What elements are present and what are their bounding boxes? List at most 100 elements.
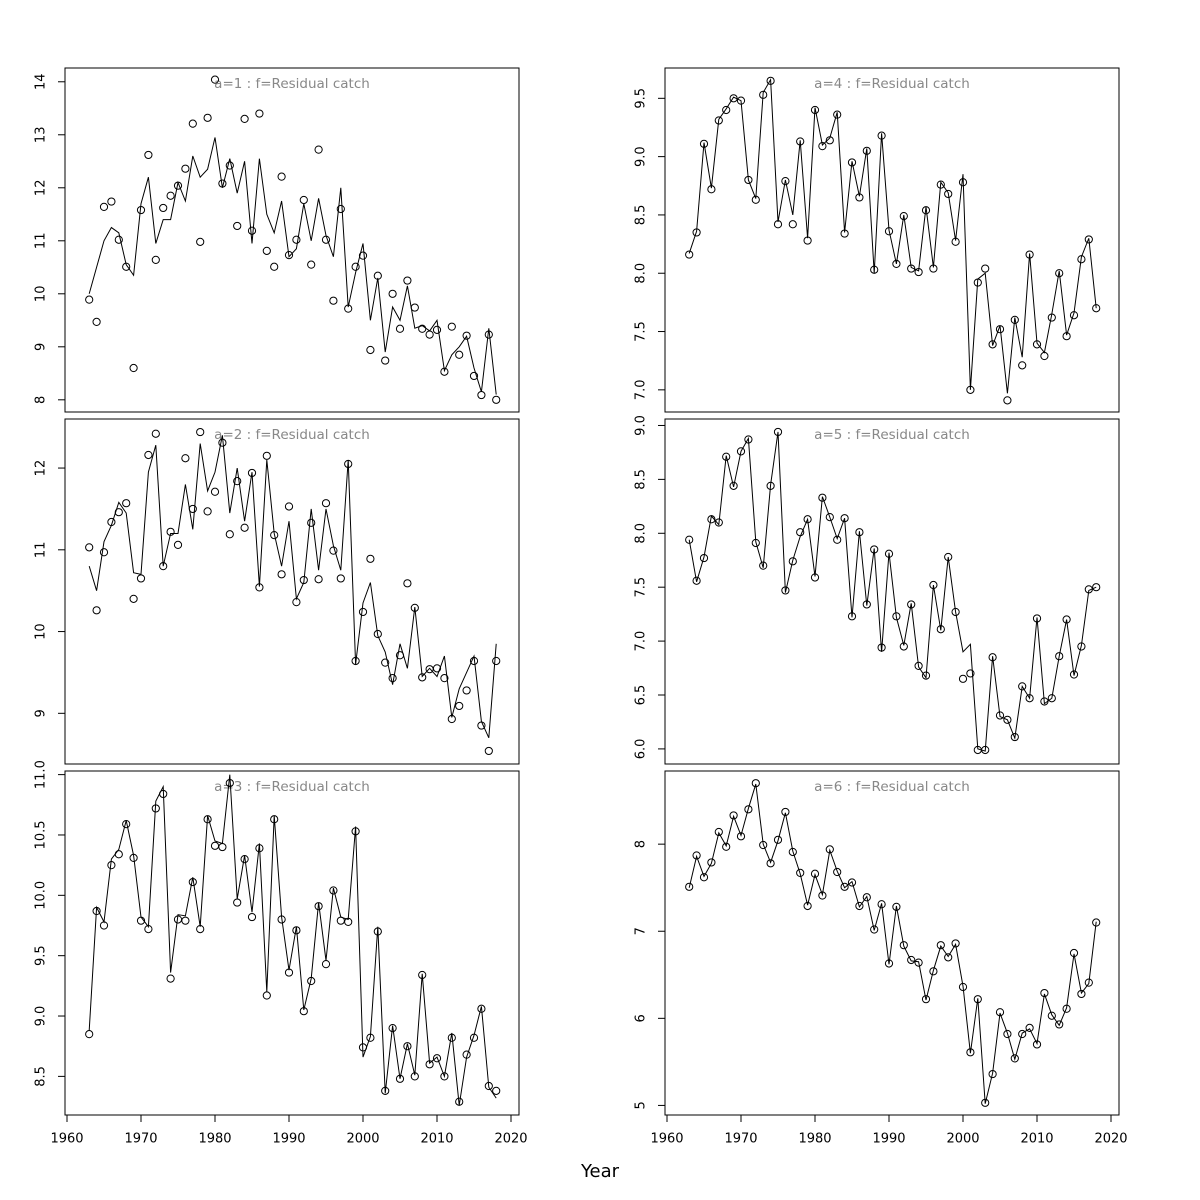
observed-point (114, 850, 123, 859)
y-tick-label: 10.0 (34, 881, 49, 910)
observed-point (914, 958, 923, 967)
observed-point (907, 955, 916, 965)
observed-point (262, 451, 271, 460)
observed-point (995, 711, 1005, 720)
observed-point (255, 109, 264, 118)
observed-point (159, 203, 168, 213)
y-tick-label: 9.5 (34, 945, 49, 966)
y-tick-label: 8 (634, 840, 649, 848)
observed-point (929, 967, 938, 976)
observed-point (99, 548, 109, 557)
plot-frame (664, 67, 1120, 413)
y-tick-label: 8.5 (634, 205, 649, 226)
observed-point (225, 161, 234, 170)
observed-point (788, 557, 797, 566)
observed-point (781, 177, 790, 186)
x-tick-label: 1970 (724, 1132, 757, 1147)
observed-point (329, 296, 338, 305)
y-tick-label: 8.0 (634, 263, 649, 284)
observed-point (85, 295, 94, 304)
observed-point (358, 607, 368, 617)
observed-point (299, 195, 308, 205)
plot-frame (64, 418, 520, 765)
observed-point (218, 842, 227, 852)
observed-point (469, 371, 479, 381)
observed-point (773, 835, 783, 844)
observed-point (188, 119, 197, 128)
observed-point (462, 331, 471, 340)
panel-title: a=2 : f=Residual catch (214, 427, 370, 443)
observed-point (381, 356, 390, 365)
observed-point (388, 674, 397, 683)
observed-point (685, 250, 694, 259)
observed-point (1010, 315, 1019, 324)
observed-point (1047, 1011, 1056, 1020)
observed-point (1040, 351, 1049, 361)
observed-point (432, 664, 442, 673)
observed-point (107, 197, 116, 206)
y-tick-label: 7 (634, 927, 649, 935)
y-tick-label: 9 (34, 343, 49, 351)
observed-point (492, 395, 501, 404)
observed-point (336, 204, 345, 214)
observed-point (899, 941, 908, 950)
panel-title: a=3 : f=Residual catch (214, 779, 370, 795)
plot-frame (64, 67, 520, 413)
panel-title: a=5 : f=Residual catch (814, 427, 970, 443)
observed-point (151, 429, 160, 438)
x-tick-label: 1990 (872, 1132, 905, 1147)
observed-point (921, 206, 931, 215)
y-tick-label: 6.5 (634, 685, 649, 706)
observed-point (788, 220, 797, 229)
observed-point (722, 842, 731, 851)
observed-point (181, 164, 190, 173)
observed-point (1084, 235, 1093, 244)
observed-point (203, 113, 212, 122)
x-tick-label: 1970 (124, 1132, 157, 1147)
observed-point (699, 873, 709, 882)
observed-point (314, 575, 323, 584)
observed-point (1069, 670, 1079, 679)
observed-point (847, 878, 857, 887)
y-tick-label: 14 (34, 74, 49, 91)
observed-point (432, 325, 442, 334)
fitted-line (688, 431, 1097, 752)
observed-point (99, 202, 109, 211)
observed-point (247, 226, 257, 235)
observed-point (1055, 652, 1064, 661)
observed-point (892, 902, 901, 911)
y-tick-label: 8.5 (634, 469, 649, 490)
observed-point (92, 317, 101, 326)
observed-point (210, 487, 220, 496)
y-tick-label: 10 (34, 286, 49, 303)
observed-point (210, 75, 220, 84)
observed-point (981, 264, 990, 273)
y-tick-label: 11.0 (34, 760, 49, 789)
x-axis-label: Year (580, 1161, 620, 1182)
observed-point (1003, 715, 1012, 724)
observed-point (307, 518, 316, 527)
observed-point (395, 324, 405, 333)
x-tick-label: 1960 (50, 1132, 83, 1147)
observed-point (803, 901, 812, 911)
observed-point (907, 600, 916, 609)
observed-point (262, 991, 271, 1000)
observed-point (129, 363, 138, 373)
observed-point (114, 235, 123, 244)
observed-point (685, 882, 694, 891)
observed-point (240, 523, 249, 532)
y-tick-label: 13 (34, 127, 49, 144)
y-tick-label: 8 (34, 396, 49, 404)
observed-point (736, 832, 746, 841)
observed-point (321, 499, 331, 508)
y-tick-label: 7.5 (634, 577, 649, 598)
x-tick-label: 2010 (1020, 1132, 1053, 1147)
observed-point (136, 574, 146, 583)
observed-point (714, 827, 723, 837)
observed-point (1018, 682, 1027, 691)
observed-point (685, 535, 694, 544)
observed-point (1003, 396, 1012, 405)
observed-point (936, 941, 945, 950)
observed-point (321, 960, 331, 969)
observed-point (203, 507, 212, 516)
